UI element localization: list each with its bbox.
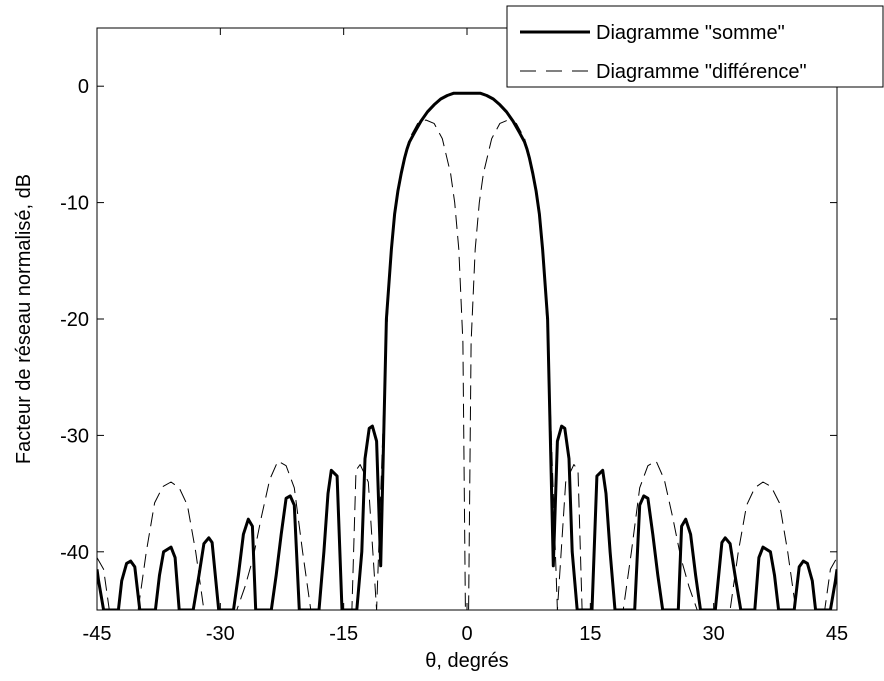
- x-tick-label: 15: [579, 623, 601, 645]
- legend-label-somme: Diagramme "somme": [596, 22, 785, 44]
- x-tick-label: -15: [329, 623, 358, 645]
- x-tick-label: 45: [826, 623, 848, 645]
- plot-area-frame: [96, 27, 838, 611]
- series-group: [97, 91, 837, 610]
- y-tick-label: -30: [60, 425, 89, 447]
- legend: Diagramme "somme" Diagramme "différence": [506, 5, 884, 88]
- x-tick-label: -45: [83, 623, 112, 645]
- x-axis-label: θ, degrés: [425, 650, 508, 672]
- x-tick-label: 0: [461, 623, 472, 645]
- x-tick-label: 30: [703, 623, 725, 645]
- x-tick-label: -30: [206, 623, 235, 645]
- y-tick-label: 0: [78, 76, 89, 98]
- y-tick-label: -20: [60, 309, 89, 331]
- legend-box: [506, 5, 884, 88]
- y-axis-label: Facteur de réseau normalisé, dB: [13, 174, 35, 464]
- y-tick-label: -40: [60, 542, 89, 564]
- y-tick-labels: 0 -10 -20 -30 -40: [60, 76, 89, 564]
- series-line-somme: [97, 91, 837, 610]
- x-tick-labels: -45 -30 -15 0 15 30 45: [83, 623, 849, 645]
- legend-label-difference: Diagramme "différence": [596, 61, 807, 83]
- y-tick-label: -10: [60, 193, 89, 215]
